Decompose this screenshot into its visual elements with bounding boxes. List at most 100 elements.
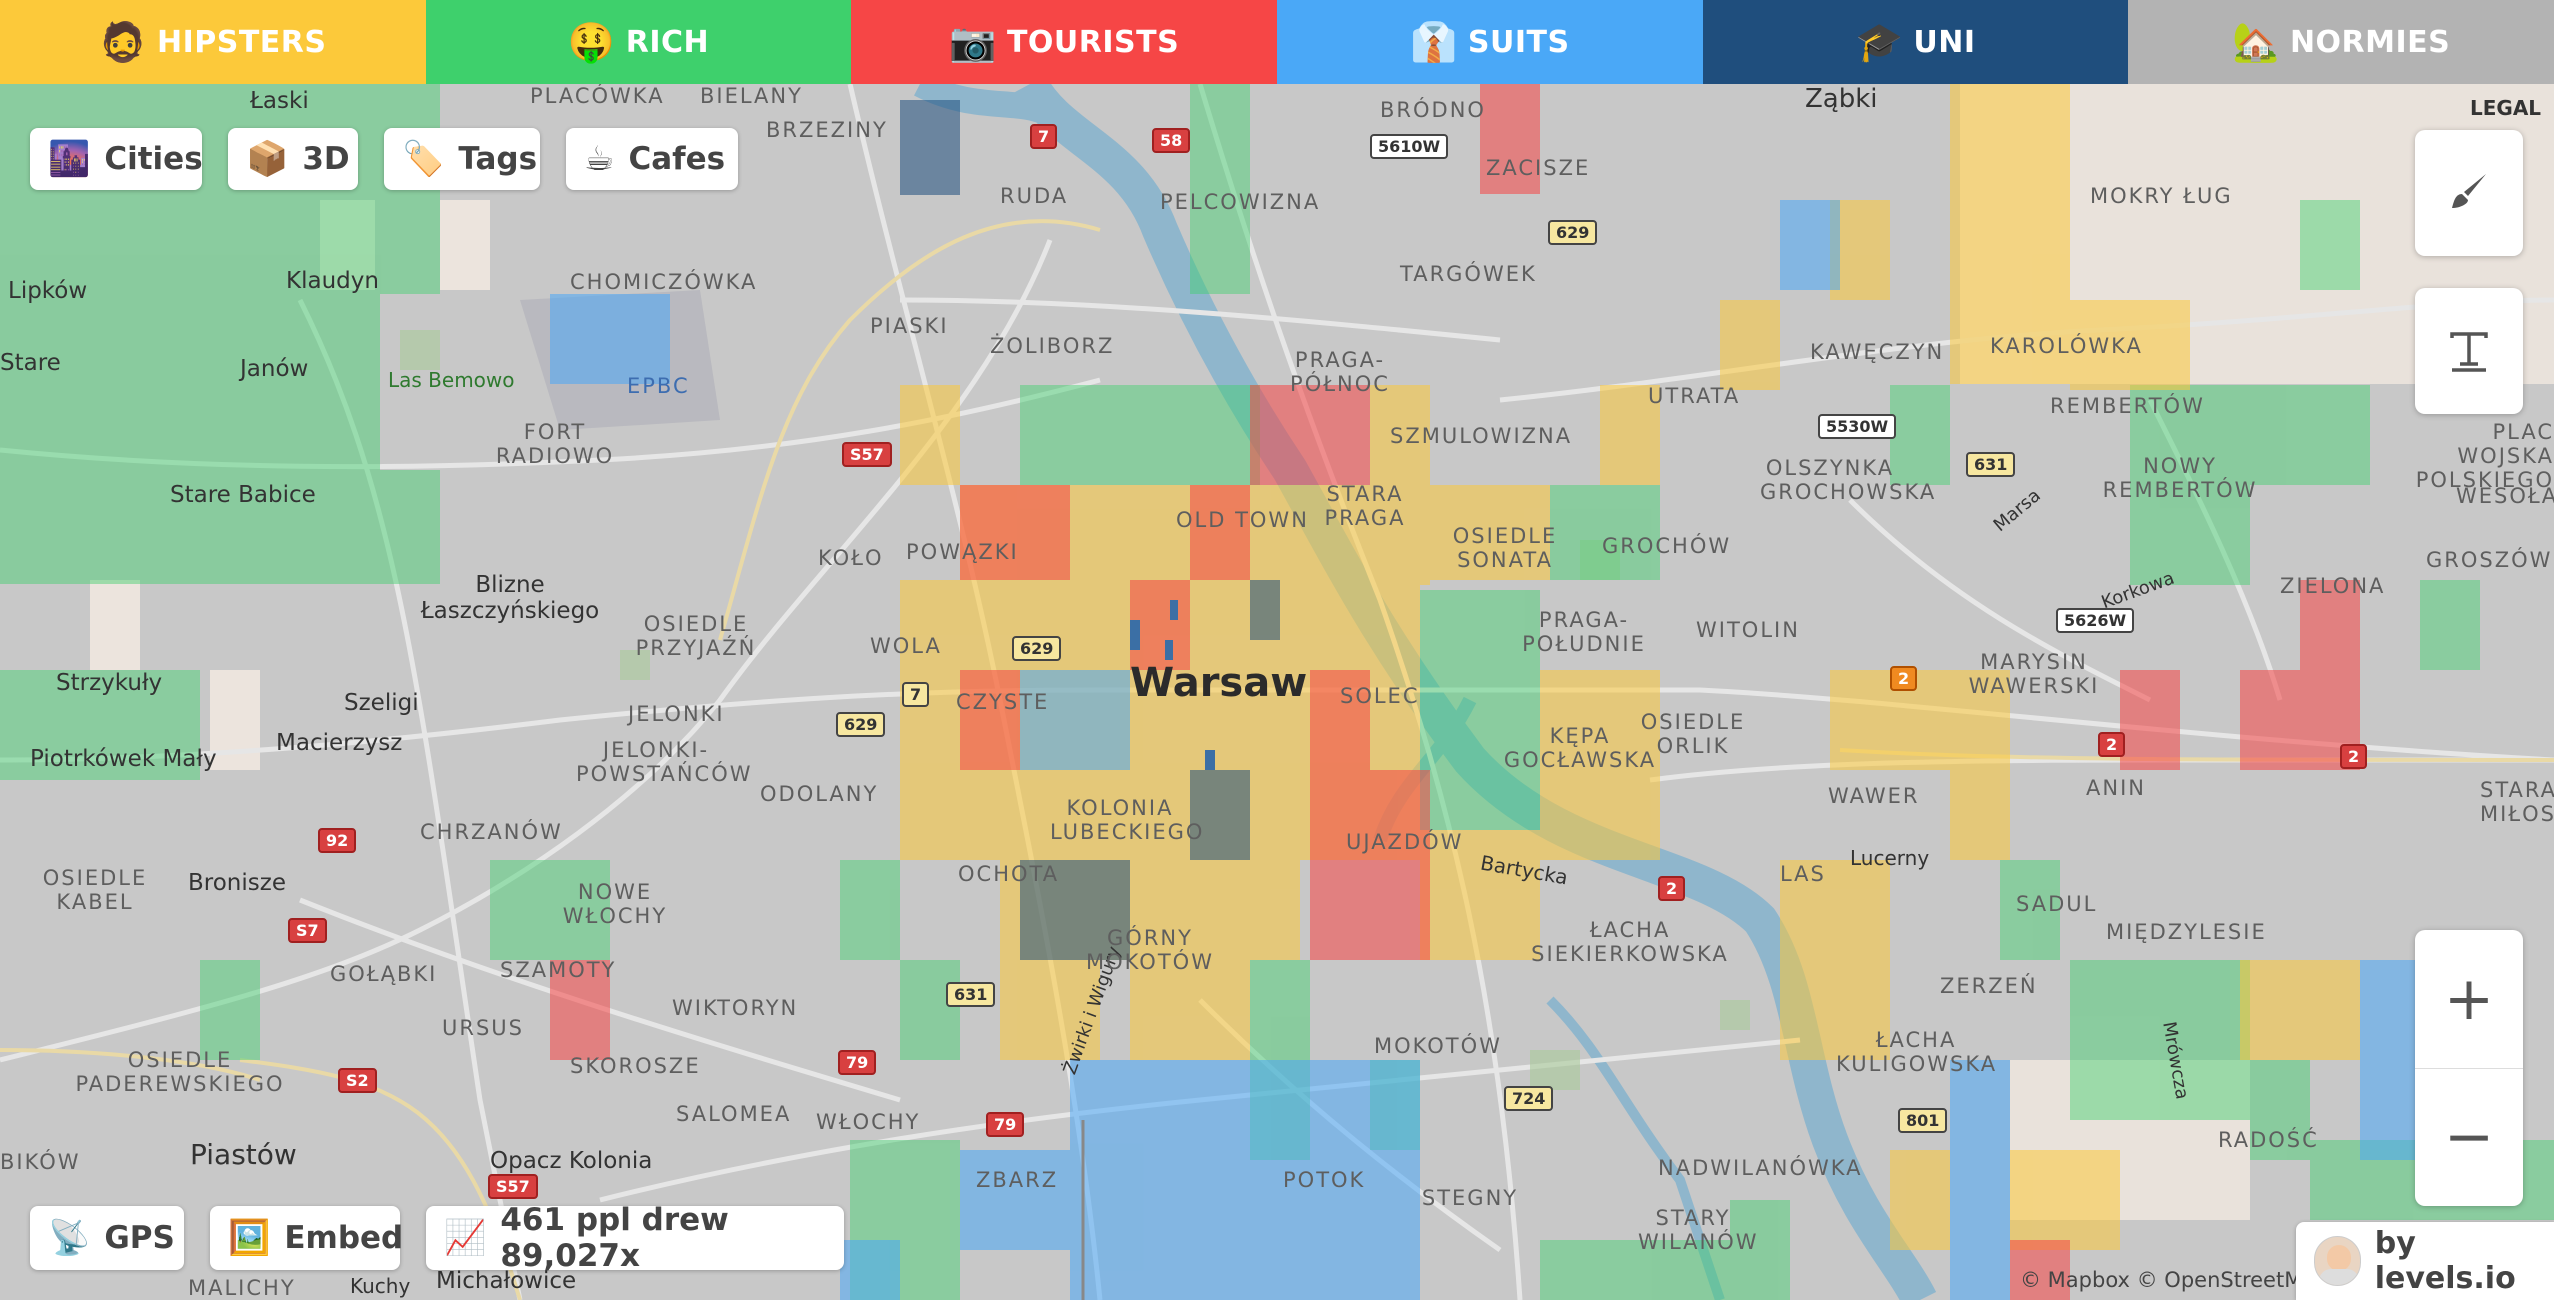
author-link[interactable]: by levels.io — [2296, 1222, 2554, 1300]
tab-label: HIPSTERS — [156, 24, 327, 60]
district-label: MARYSIN WAWERSKI — [1968, 650, 2100, 698]
district-label: STARA PRAGA — [1324, 482, 1406, 530]
label-kuchy: Kuchy — [350, 1274, 411, 1298]
district-label: SKOROSZE — [570, 1054, 701, 1078]
label-janow: Janów — [240, 356, 309, 382]
district-label: NOWY REMBERTÓW — [2102, 454, 2258, 502]
residential-area — [90, 580, 140, 670]
road-shield: 7 — [902, 682, 930, 707]
tourist-path — [1130, 600, 1215, 770]
district-label: GÓRNY MOKOTÓW — [1086, 926, 1214, 974]
district-label: NOWE WŁOCHY — [562, 880, 668, 928]
district-label: ZERZEŃ — [1940, 974, 2038, 998]
tab-tourists[interactable]: 📷 TOURISTS — [851, 0, 1278, 84]
district-label: CHOMICZÓWKA — [570, 270, 758, 294]
district-label: OSIEDLE SONATA — [1452, 524, 1558, 572]
road-shield: 92 — [318, 828, 357, 853]
residential-area — [320, 200, 375, 290]
road-shield: 631 — [946, 982, 996, 1007]
road-shield: 629 — [1548, 220, 1598, 245]
road-shield: S57 — [488, 1174, 538, 1199]
tab-label: SUITS — [1467, 24, 1570, 60]
tags-button[interactable]: 🏷️ Tags — [384, 128, 540, 190]
district-label: GROCHÓW — [1602, 534, 1732, 558]
road-shield: S57 — [842, 442, 892, 467]
cafes-button[interactable]: ☕ Cafes — [566, 128, 738, 190]
district-label: PIASKI — [870, 314, 949, 338]
road-shield: 2 — [2098, 732, 2126, 757]
district-label: ODOLANY — [760, 782, 879, 806]
road-shield: 631 — [1966, 452, 2016, 477]
district-label: OSIEDLE ORLIK — [1640, 710, 1746, 758]
district-label: KAROLÓWKA — [1990, 334, 2143, 358]
tab-label: TOURISTS — [1006, 24, 1180, 60]
district-label: LAS — [1780, 862, 1826, 886]
tab-rich[interactable]: 🤑 RICH — [425, 0, 852, 84]
camera-icon: 📷 — [949, 19, 997, 64]
map-attribution[interactable]: © Mapbox © OpenStreetMap — [2020, 1268, 2329, 1292]
district-label: OLD TOWN — [1176, 508, 1309, 532]
district-label: ZIELONA — [2280, 574, 2386, 598]
text-tool-button[interactable] — [2415, 288, 2523, 414]
label-stare: Stare — [0, 350, 61, 376]
road-shield: 2 — [1890, 666, 1918, 691]
label-klaudyn: Klaudyn — [286, 268, 379, 294]
river-canal — [914, 72, 1045, 123]
label-macierzysz: Macierzysz — [276, 730, 403, 756]
label-blizne: Blizne Łaszczyńskiego — [420, 572, 600, 624]
road-shield: 629 — [1012, 636, 1062, 661]
district-label: WITOLIN — [1696, 618, 1800, 642]
graduation-cap-icon: 🎓 — [1855, 19, 1904, 64]
district-label: PLAC WOJSKA POLSKIEGO — [2415, 420, 2554, 492]
tab-hipsters[interactable]: 🧔 HIPSTERS — [0, 0, 426, 84]
label-warsaw: Warsaw — [1130, 660, 1308, 706]
district-label: PLACÓWKA — [530, 84, 665, 108]
stats-button[interactable]: 📈 461 ppl drew 89,027x — [426, 1202, 844, 1274]
road-shield: 79 — [838, 1050, 877, 1075]
residential-area — [440, 200, 490, 290]
tab-suits[interactable]: 👔 SUITS — [1277, 0, 1703, 84]
district-label: PRAGA-PÓŁNOC — [1290, 348, 1390, 396]
district-label: OSIEDLE KABEL — [42, 866, 148, 914]
label-lucerny: Lucerny — [1850, 846, 1930, 870]
tab-normies[interactable]: 🏡 NORMIES — [2128, 0, 2554, 84]
gps-button[interactable]: 📡 GPS — [30, 1206, 184, 1270]
district-label: SADUL — [2016, 892, 2098, 916]
zoom-in-button[interactable]: + — [2443, 964, 2495, 1034]
necktie-icon: 👔 — [1410, 19, 1458, 64]
stats-label: 461 ppl drew 89,027x — [500, 1202, 729, 1274]
label-opacz-kolonia: Opacz Kolonia — [490, 1148, 653, 1174]
label-piastow: Piastów — [190, 1138, 297, 1171]
road-shield: 5610W — [1370, 134, 1449, 159]
river-vistula — [1014, 74, 1937, 1300]
road-shield: 5626W — [2056, 608, 2135, 633]
road-shield: S2 — [338, 1068, 377, 1093]
zoom-out-button[interactable]: − — [2443, 1102, 2495, 1172]
road-shield: 7 — [1030, 124, 1058, 149]
cityscape-icon: 🌆 — [48, 139, 91, 179]
road-shield: 5530W — [1818, 414, 1897, 439]
road-shield: 724 — [1504, 1086, 1554, 1111]
house-icon: 🏡 — [2232, 19, 2280, 64]
district-label: BRÓDNO — [1380, 98, 1486, 122]
road-shield: 2 — [1658, 876, 1686, 901]
district-label: KĘPA GOCŁAWSKA — [1503, 724, 1657, 772]
label-bronisze: Bronisze — [188, 870, 286, 896]
road-shield: 79 — [986, 1112, 1025, 1137]
legal-link[interactable]: LEGAL — [2470, 96, 2542, 120]
district-label: ZBARZ — [976, 1168, 1059, 1192]
district-label: CZYSTE — [956, 690, 1050, 714]
embed-button[interactable]: 🖼️ Embed — [210, 1206, 403, 1270]
3d-button[interactable]: 📦 3D — [228, 128, 358, 190]
paint-brush-button[interactable] — [2415, 130, 2523, 256]
district-label: OLSZYNKA GROCHOWSKA — [1760, 456, 1937, 504]
uni-tiles — [900, 100, 1280, 960]
water-canal — [1546, 996, 1725, 1300]
district-label: JELONKI-POWSTAŃCÓW — [576, 738, 753, 786]
zoom-controls: + − — [2415, 930, 2523, 1206]
package-icon: 📦 — [246, 139, 289, 179]
tab-uni[interactable]: 🎓 UNI — [1702, 0, 2129, 84]
cities-button[interactable]: 🌆 Cities — [30, 128, 203, 190]
district-label: KAWĘCZYN — [1810, 340, 1945, 364]
